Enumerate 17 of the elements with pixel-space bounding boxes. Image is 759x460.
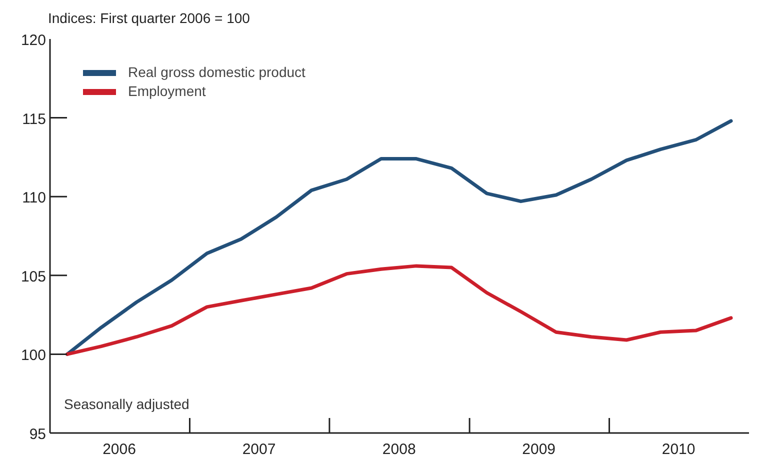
line-series bbox=[65, 119, 733, 356]
y-tick-label: 120 bbox=[20, 32, 46, 49]
y-axis-title: Indices: First quarter 2006 = 100 bbox=[48, 10, 250, 26]
y-tick-label: 95 bbox=[29, 426, 46, 443]
annotation: Seasonally adjusted bbox=[64, 396, 190, 412]
x-tick-label: 2006 bbox=[102, 441, 136, 458]
x-tick-label: 2008 bbox=[382, 441, 416, 458]
x-tick-label: 2007 bbox=[242, 441, 276, 458]
x-tick-label: 2010 bbox=[662, 441, 696, 458]
line-series bbox=[65, 264, 733, 356]
x-tick-label: 2009 bbox=[522, 441, 556, 458]
y-tick-label: 105 bbox=[20, 268, 46, 286]
y-tick-label: 110 bbox=[22, 190, 46, 207]
y-tick-label: 100 bbox=[20, 347, 46, 364]
legend-label: Real gross domestic product bbox=[128, 63, 306, 82]
legend-label: Employment bbox=[128, 82, 206, 101]
y-tick-label: 115 bbox=[22, 110, 46, 128]
